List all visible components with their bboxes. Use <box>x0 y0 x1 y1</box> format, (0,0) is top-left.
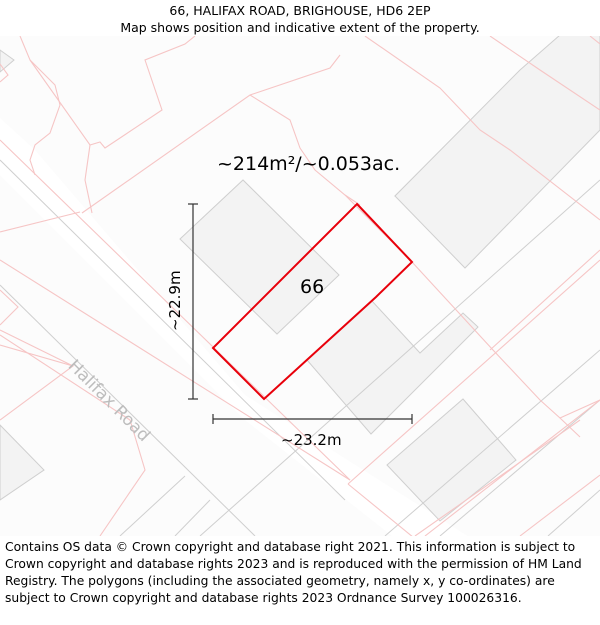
building <box>179 179 340 335</box>
building <box>386 398 517 522</box>
road-edges <box>0 159 600 536</box>
width-dimension-label: ~23.2m <box>281 431 342 449</box>
parcel-boundaries <box>0 36 600 536</box>
height-measure <box>188 203 198 400</box>
plot-number-label: 66 <box>300 276 325 298</box>
building <box>0 49 15 73</box>
height-dimension-label: ~22.9m <box>166 270 184 331</box>
building <box>394 36 600 269</box>
property-address: 66, HALIFAX ROAD, BRIGHOUSE, HD6 2EP <box>169 3 431 18</box>
building <box>0 424 45 501</box>
area-label: ~214m²/~0.053ac. <box>217 153 401 175</box>
copyright-attribution: Contains OS data © Crown copyright and d… <box>5 540 582 605</box>
property-map[interactable]: ~214m²/~0.053ac. 66 Halifax Road ~22.9m … <box>0 36 600 536</box>
width-measure <box>212 414 413 424</box>
map-header: 66, HALIFAX ROAD, BRIGHOUSE, HD6 2EP Map… <box>0 0 600 36</box>
property-boundary[interactable] <box>211 202 414 401</box>
map-subtitle: Map shows position and indicative extent… <box>120 20 480 35</box>
buildings <box>0 36 600 522</box>
